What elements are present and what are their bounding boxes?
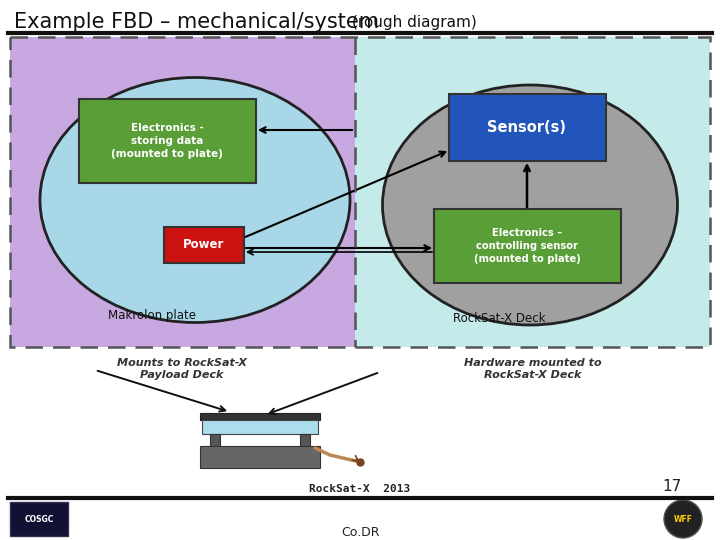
Bar — [200, 413, 320, 420]
Text: Co.DR: Co.DR — [341, 526, 379, 539]
Bar — [10, 502, 68, 536]
Text: Electronics -
storing data
(mounted to plate): Electronics - storing data (mounted to p… — [111, 123, 223, 159]
Bar — [200, 446, 320, 468]
Bar — [10, 37, 355, 347]
Text: WFF: WFF — [674, 515, 693, 523]
Text: (rough diagram): (rough diagram) — [352, 15, 477, 30]
FancyBboxPatch shape — [434, 209, 621, 283]
Ellipse shape — [40, 78, 350, 322]
Text: Electronics –
controlling sensor
(mounted to plate): Electronics – controlling sensor (mounte… — [474, 228, 580, 264]
Ellipse shape — [382, 85, 678, 325]
Text: 17: 17 — [662, 479, 682, 494]
Text: RockSat-X  2013: RockSat-X 2013 — [310, 484, 410, 494]
Bar — [202, 420, 318, 434]
Bar — [10, 37, 710, 347]
Bar — [300, 434, 310, 446]
Circle shape — [664, 500, 702, 538]
Text: RockSat-X Deck: RockSat-X Deck — [453, 312, 546, 325]
FancyBboxPatch shape — [164, 227, 244, 263]
Text: Example FBD – mechanical/system: Example FBD – mechanical/system — [14, 12, 379, 32]
Bar — [355, 37, 710, 347]
Bar — [210, 434, 220, 446]
FancyBboxPatch shape — [449, 94, 606, 161]
Text: Mounts to RockSat-X
Payload Deck: Mounts to RockSat-X Payload Deck — [117, 358, 247, 380]
Text: COSGC: COSGC — [24, 515, 54, 523]
Text: Makrolon plate: Makrolon plate — [108, 308, 196, 321]
Text: Power: Power — [184, 239, 225, 252]
Text: Hardware mounted to
RockSat-X Deck: Hardware mounted to RockSat-X Deck — [464, 358, 602, 380]
Text: Sensor(s): Sensor(s) — [487, 119, 567, 134]
FancyBboxPatch shape — [79, 99, 256, 183]
